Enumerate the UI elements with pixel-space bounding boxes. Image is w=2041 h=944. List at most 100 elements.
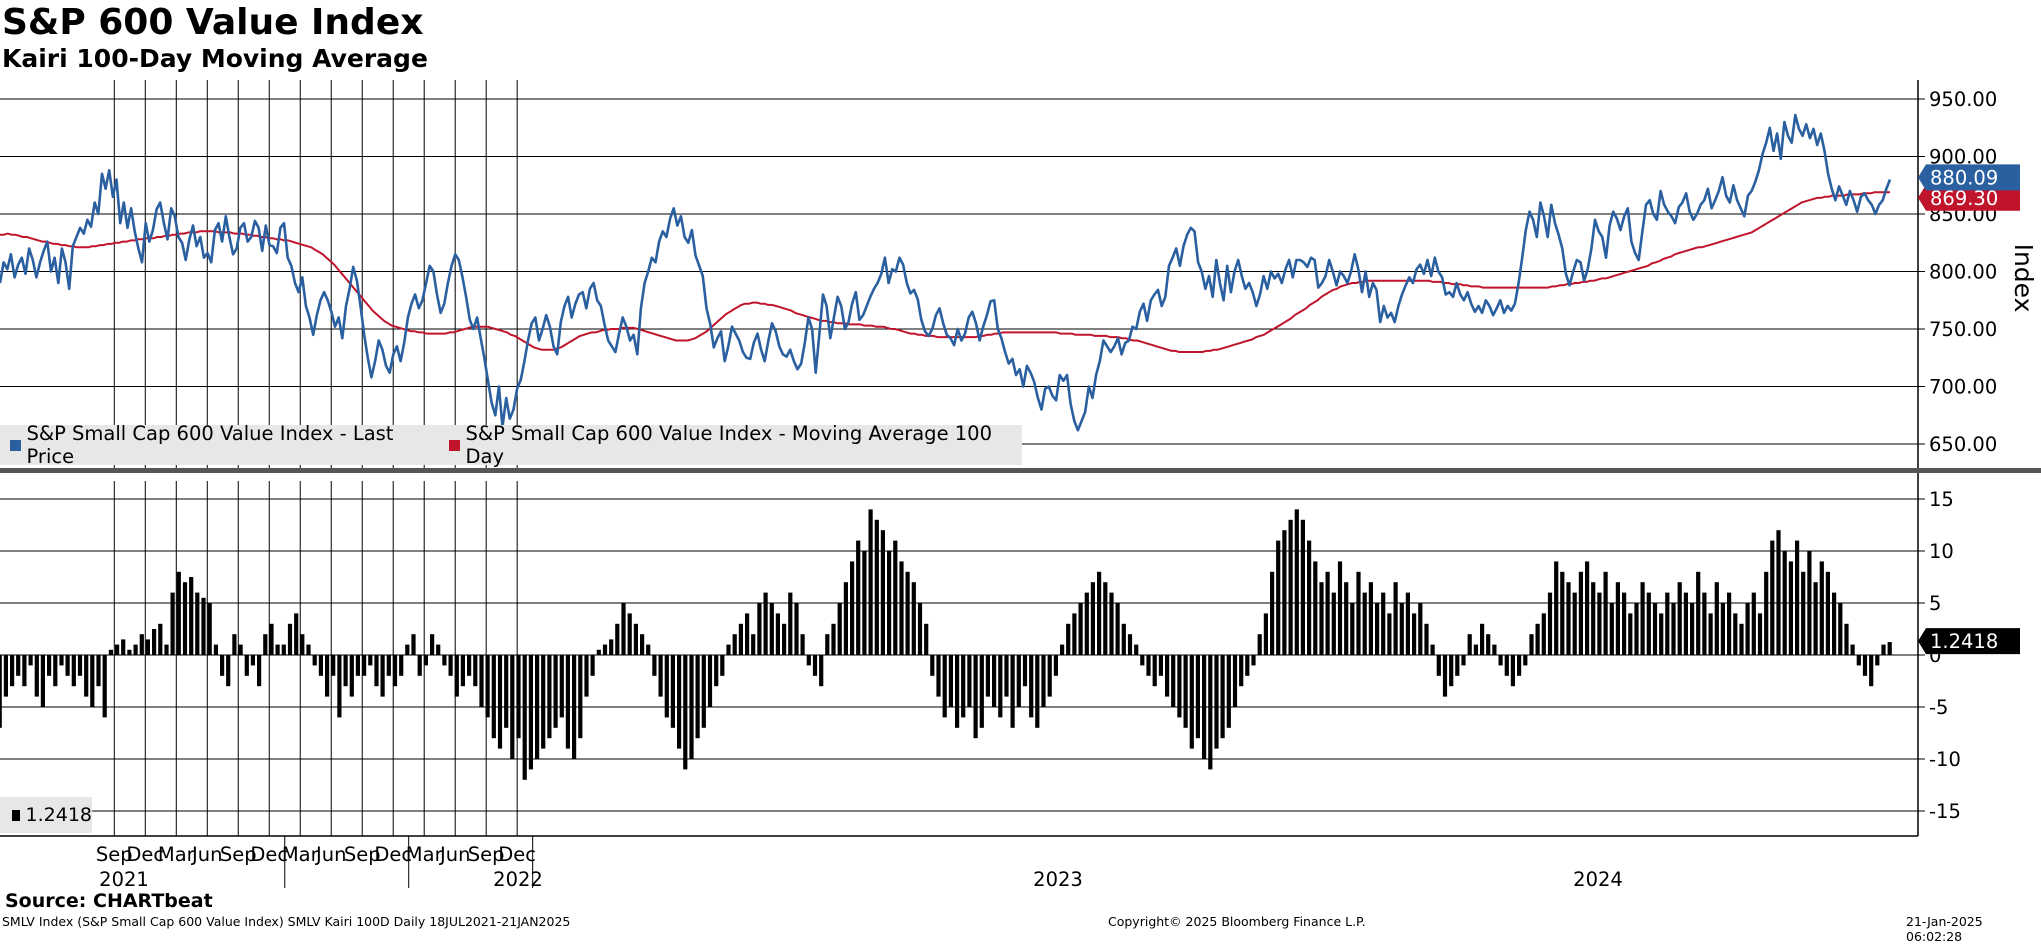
kairi-bar xyxy=(374,655,379,687)
kairi-bar xyxy=(1776,530,1781,655)
top-legend: S&P Small Cap 600 Value Index - Last Pri… xyxy=(0,422,1022,468)
kairi-bar xyxy=(1072,613,1077,655)
kairi-bar xyxy=(1634,603,1639,655)
price-last-value-tag: 880.09 xyxy=(1918,164,2020,191)
kairi-bar xyxy=(164,644,169,655)
x-month-label: Sep xyxy=(468,843,505,866)
x-year-label: 2024 xyxy=(1573,868,1623,891)
price-last-value-tag-text: 880.09 xyxy=(1930,166,1998,189)
kairi-bar xyxy=(806,655,811,666)
kairi-bar xyxy=(1084,592,1089,655)
kairi-bar xyxy=(84,655,89,697)
top-y-tick-label: 700.00 xyxy=(1929,376,1997,399)
kairi-bar xyxy=(887,551,892,655)
kairi-bar xyxy=(1745,603,1750,655)
kairi-bar xyxy=(250,655,255,666)
kairi-bar xyxy=(213,644,218,655)
kairi-bar xyxy=(1177,655,1182,718)
kairi-bar xyxy=(658,655,663,697)
legend-item-price[interactable]: S&P Small Cap 600 Value Index - Last Pri… xyxy=(10,422,429,468)
kairi-bar xyxy=(331,655,336,676)
x-month-label: Mar xyxy=(406,843,444,866)
kairi-bar xyxy=(47,655,52,676)
kairi-bar xyxy=(1294,509,1299,655)
kairi-bar xyxy=(1202,655,1207,759)
kairi-bar xyxy=(448,655,453,676)
kairi-bar xyxy=(1041,655,1046,707)
kairi-bar xyxy=(189,577,194,655)
kairi-bar xyxy=(905,571,910,655)
kairi-bar xyxy=(979,655,984,728)
footer-timestamp: 21-Jan-2025 06:02:28 xyxy=(1906,914,1983,944)
kairi-bar xyxy=(158,623,163,655)
legend-swatch-kairi xyxy=(12,809,20,821)
kairi-bar xyxy=(880,530,885,655)
kairi-bar xyxy=(176,571,181,655)
kairi-bar xyxy=(751,634,756,655)
kairi-bar xyxy=(1165,655,1170,697)
kairi-bar xyxy=(1566,582,1571,655)
kairi-bar xyxy=(578,655,583,739)
kairi-bar xyxy=(1066,623,1071,655)
kairi-bar xyxy=(1053,655,1058,676)
kairi-bar xyxy=(874,519,879,655)
kairi-bar xyxy=(1090,582,1095,655)
legend-item-ma[interactable]: S&P Small Cap 600 Value Index - Moving A… xyxy=(448,422,1012,468)
price-last-value-tag-bg xyxy=(1918,164,2020,191)
kairi-bar xyxy=(930,655,935,676)
kairi-bar xyxy=(1405,592,1410,655)
kairi-bar xyxy=(392,655,398,687)
kairi-bar xyxy=(1251,655,1256,666)
kairi-bar xyxy=(504,655,509,728)
kairi-bar xyxy=(1578,571,1583,655)
kairi-bar xyxy=(528,655,533,770)
kairi-bar xyxy=(646,644,651,655)
bottom-legend[interactable]: 1.2418 xyxy=(0,797,92,833)
kairi-bar xyxy=(1356,571,1361,655)
kairi-bar xyxy=(1875,655,1880,666)
kairi-bar xyxy=(1276,540,1281,655)
kairi-bar xyxy=(1393,582,1398,655)
ma-last-value-tag-bg xyxy=(1918,184,2020,211)
kairi-bar xyxy=(1850,644,1855,655)
kairi-bar xyxy=(238,644,243,655)
kairi-bar xyxy=(633,623,638,655)
x-month-label: Dec xyxy=(374,843,412,866)
kairi-bar xyxy=(720,655,725,676)
kairi-bar xyxy=(1825,571,1830,655)
kairi-bar xyxy=(386,655,391,676)
kairi-bar xyxy=(1387,613,1392,655)
kairi-bar xyxy=(1856,655,1861,666)
kairi-bar xyxy=(343,655,348,687)
ma-last-value-tag-text: 869.30 xyxy=(1930,187,1998,210)
kairi-bar xyxy=(510,655,515,759)
kairi-bar xyxy=(1442,655,1448,697)
kairi-bar xyxy=(559,655,564,718)
kairi-bar xyxy=(1331,592,1336,655)
kairi-bar xyxy=(893,540,898,655)
top-y-tick-label: 900.00 xyxy=(1929,146,1997,169)
x-month-label: Mar xyxy=(282,843,320,866)
kairi-bar xyxy=(837,603,842,655)
kairi-bar xyxy=(707,655,713,707)
kairi-bar xyxy=(819,655,824,687)
kairi-bar xyxy=(1325,571,1330,655)
kairi-bar xyxy=(757,603,762,655)
kairi-bar xyxy=(1060,644,1065,655)
kairi-bar xyxy=(59,655,64,666)
kairi-bar xyxy=(53,655,58,687)
kairi-bar xyxy=(553,655,558,728)
kairi-bar xyxy=(460,655,465,687)
kairi-bar xyxy=(640,634,645,655)
kairi-bar xyxy=(337,655,342,718)
kairi-bar xyxy=(590,655,595,676)
kairi-bar xyxy=(1770,540,1775,655)
x-year-label: 2023 xyxy=(1033,868,1083,891)
kairi-bar xyxy=(244,655,249,676)
bottom-y-tick-label: -5 xyxy=(1929,696,1948,719)
kairi-bar xyxy=(1337,561,1343,655)
kairi-bar xyxy=(1659,613,1664,655)
kairi-bar xyxy=(985,655,990,697)
kairi-bar xyxy=(1300,519,1305,655)
